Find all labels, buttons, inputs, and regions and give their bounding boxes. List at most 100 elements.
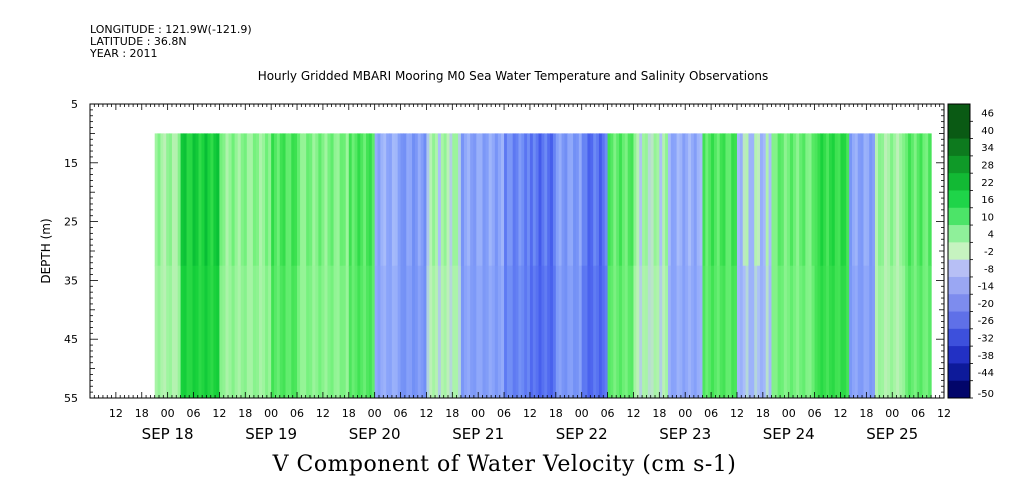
heatmap-cell bbox=[420, 265, 425, 398]
heatmap-cell bbox=[547, 265, 551, 398]
heatmap-cell bbox=[336, 265, 341, 398]
x-tick-label: 06 bbox=[394, 407, 408, 420]
heatmap-cell bbox=[258, 133, 263, 267]
heatmap-cell bbox=[291, 265, 295, 398]
heatmap-cell bbox=[805, 265, 810, 398]
heatmap-cell bbox=[400, 133, 405, 267]
heatmap-cell bbox=[630, 133, 635, 267]
heatmap-cell bbox=[374, 133, 379, 267]
heatmap-cell bbox=[673, 265, 678, 398]
heatmap-cell bbox=[783, 265, 788, 398]
heatmap-cell bbox=[751, 265, 755, 398]
heatmap-cell bbox=[613, 265, 617, 398]
heatmap-cell bbox=[389, 265, 393, 398]
heatmap-cell bbox=[665, 265, 669, 398]
heatmap-cell bbox=[820, 265, 824, 398]
heatmap-cell bbox=[860, 133, 865, 267]
heatmap-cell bbox=[180, 265, 185, 398]
heatmap-cell bbox=[828, 133, 833, 267]
heatmap-cell bbox=[274, 133, 278, 267]
y-tick-label: 5 bbox=[71, 98, 78, 111]
x-tick-label: 12 bbox=[626, 407, 640, 420]
heatmap-cell bbox=[854, 265, 859, 398]
heatmap-cell bbox=[874, 133, 879, 267]
heatmap-cell bbox=[719, 265, 724, 398]
heatmap-cell bbox=[222, 133, 227, 267]
heatmap-cell bbox=[768, 133, 773, 267]
heatmap-cell bbox=[318, 133, 322, 267]
heatmap-cell bbox=[440, 133, 445, 267]
heatmap-cell bbox=[357, 133, 361, 267]
heatmap-cell bbox=[458, 265, 462, 398]
heatmap-cell bbox=[509, 265, 514, 398]
heatmap-cell bbox=[881, 133, 885, 267]
heatmap-cell bbox=[713, 265, 718, 398]
heatmap-cell bbox=[460, 265, 465, 398]
heatmap-cell bbox=[274, 265, 278, 398]
heatmap-cell bbox=[504, 133, 508, 267]
x-tick-label: 12 bbox=[833, 407, 847, 420]
heatmap-cell bbox=[154, 265, 159, 398]
heatmap-cell bbox=[529, 133, 534, 267]
heatmap-cell bbox=[705, 265, 709, 398]
heatmap-cell bbox=[708, 133, 712, 267]
heatmap-cell bbox=[426, 265, 430, 398]
heatmap-cell bbox=[315, 133, 319, 267]
heatmap-cell bbox=[869, 133, 873, 267]
heatmap-cell bbox=[333, 265, 338, 398]
colorbar-bin bbox=[948, 380, 970, 399]
heatmap-cell bbox=[491, 265, 496, 398]
colorbar-label: 16 bbox=[981, 195, 994, 206]
heatmap-cell bbox=[699, 133, 704, 267]
heatmap-cell bbox=[166, 265, 170, 398]
heatmap-cell bbox=[711, 265, 715, 398]
heatmap-cell bbox=[288, 265, 292, 398]
x-tick-label: 06 bbox=[497, 407, 511, 420]
heatmap-cell bbox=[884, 133, 888, 267]
heatmap-cell bbox=[555, 133, 560, 267]
heatmap-cell bbox=[183, 133, 188, 267]
heatmap-cell bbox=[504, 265, 508, 398]
heatmap-cell bbox=[547, 133, 551, 267]
heatmap-cell bbox=[348, 133, 353, 267]
heatmap-cell bbox=[731, 133, 735, 267]
colorbar-bin bbox=[948, 346, 970, 364]
heatmap-cell bbox=[610, 265, 614, 398]
heatmap-cell bbox=[604, 133, 609, 267]
heatmap-cell bbox=[324, 265, 329, 398]
heatmap-cell bbox=[693, 133, 698, 267]
y-axis: 5 15 25 35 45 55 DEPTH (m) bbox=[39, 98, 944, 405]
colorbar-label: 4 bbox=[988, 230, 994, 241]
heatmap-cell bbox=[789, 133, 794, 267]
heatmap-cell bbox=[925, 133, 929, 267]
heatmap-cell bbox=[777, 265, 782, 398]
heatmap-cell bbox=[799, 133, 803, 267]
heatmap-cell bbox=[575, 265, 580, 398]
heatmap-cell bbox=[446, 133, 451, 267]
heatmap-cell bbox=[183, 265, 188, 398]
heatmap-cell bbox=[826, 265, 830, 398]
heatmap-cell bbox=[774, 133, 779, 267]
colorbar-bin bbox=[948, 276, 970, 295]
heatmap-cell bbox=[866, 265, 870, 398]
heatmap-cell bbox=[406, 265, 410, 398]
heatmap-cell bbox=[312, 133, 316, 267]
x-date-label: SEP 19 bbox=[245, 425, 297, 443]
heatmap-cell bbox=[488, 133, 493, 267]
x-date-label: SEP 21 bbox=[452, 425, 504, 443]
heatmap-cell bbox=[896, 265, 900, 398]
heatmap-cell bbox=[479, 133, 484, 267]
heatmap-cell bbox=[509, 133, 514, 267]
heatmap-cell bbox=[265, 133, 269, 267]
heatmap-cell bbox=[464, 133, 468, 267]
x-tick-label: 06 bbox=[290, 407, 304, 420]
heatmap-cell bbox=[163, 133, 167, 267]
x-tick-label: 06 bbox=[911, 407, 925, 420]
x-tick-label: 18 bbox=[445, 407, 459, 420]
heatmap-cell bbox=[300, 265, 304, 398]
heatmap-cell bbox=[306, 133, 310, 267]
longitude-label: LONGITUDE : 121.9W(-121.9) bbox=[90, 23, 252, 36]
heatmap-cell bbox=[919, 265, 924, 398]
heatmap-cell bbox=[360, 265, 364, 398]
x-date-label: SEP 22 bbox=[556, 425, 608, 443]
